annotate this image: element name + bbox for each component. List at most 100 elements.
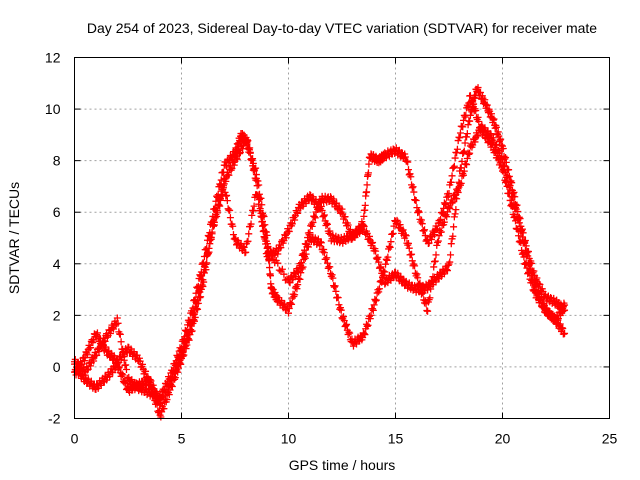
- data-point: [185, 328, 193, 336]
- data-point: [434, 238, 442, 246]
- data-point: [255, 200, 263, 208]
- data-point: [152, 388, 160, 396]
- data-point: [435, 232, 443, 240]
- data-point: [318, 207, 326, 215]
- data-point: [331, 282, 339, 290]
- data-point: [294, 269, 302, 277]
- data-point: [514, 225, 522, 233]
- data-point: [429, 273, 437, 281]
- data-point: [252, 164, 260, 172]
- data-point: [247, 155, 255, 163]
- y-tick-label: -2: [48, 411, 61, 427]
- data-point: [173, 362, 181, 370]
- data-point: [361, 201, 369, 209]
- data-point: [147, 377, 155, 385]
- data-point: [404, 166, 412, 174]
- data-point: [285, 227, 293, 235]
- data-point: [249, 155, 257, 163]
- data-point: [342, 322, 350, 330]
- data-point: [236, 150, 244, 158]
- data-point: [471, 138, 479, 146]
- data-point: [229, 231, 237, 239]
- data-point: [520, 253, 528, 261]
- data-point: [474, 113, 482, 121]
- data-point: [446, 258, 454, 266]
- data-point: [403, 157, 411, 165]
- data-point: [466, 92, 474, 100]
- data-point: [427, 285, 435, 293]
- data-point: [291, 216, 299, 224]
- data-point: [466, 149, 474, 157]
- data-point: [401, 153, 409, 161]
- data-point: [405, 244, 413, 252]
- data-point: [379, 273, 387, 281]
- data-point: [205, 244, 213, 252]
- data-point: [298, 199, 306, 207]
- data-point: [404, 158, 412, 166]
- data-point: [411, 262, 419, 270]
- data-point: [363, 188, 371, 196]
- data-point: [345, 328, 353, 336]
- data-point: [489, 134, 497, 142]
- data-point: [561, 301, 569, 309]
- data-point: [440, 270, 448, 278]
- y-tick-label: 6: [53, 204, 61, 220]
- data-point: [421, 226, 429, 234]
- data-point: [120, 353, 128, 361]
- data-point: [266, 264, 274, 272]
- data-point: [434, 225, 442, 233]
- data-point: [505, 189, 513, 197]
- data-point: [285, 309, 292, 317]
- data-point: [157, 413, 165, 421]
- data-point: [424, 307, 432, 315]
- data-point: [372, 297, 380, 305]
- data-point: [447, 251, 455, 259]
- data-point: [329, 274, 337, 282]
- data-point: [466, 117, 474, 125]
- data-point: [515, 238, 523, 246]
- data-point: [525, 268, 533, 276]
- data-point: [222, 192, 230, 200]
- data-point: [445, 204, 453, 212]
- data-point: [368, 239, 376, 247]
- data-point: [459, 123, 467, 131]
- data-point: [326, 263, 334, 271]
- data-point: [526, 275, 534, 283]
- data-point: [542, 304, 550, 312]
- data-point: [311, 214, 319, 222]
- data-point: [161, 388, 169, 396]
- data-point: [294, 267, 302, 275]
- data-point: [293, 285, 301, 293]
- data-point: [113, 314, 121, 322]
- data-point: [402, 232, 410, 240]
- y-axis-label: SDTVAR / TECUs: [6, 182, 22, 294]
- data-point: [210, 221, 218, 229]
- data-point: [106, 373, 114, 381]
- data-point: [451, 210, 459, 218]
- data-point: [250, 165, 258, 173]
- data-point: [443, 266, 451, 274]
- data-point: [153, 400, 161, 408]
- data-point: [440, 199, 448, 207]
- data-point: [139, 360, 147, 368]
- data-point: [334, 294, 342, 302]
- data-point: [476, 124, 484, 132]
- data-point: [509, 192, 517, 200]
- data-point: [250, 202, 258, 210]
- data-point: [328, 271, 336, 279]
- data-point: [338, 205, 346, 213]
- data-point: [517, 239, 525, 247]
- data-point: [177, 353, 185, 361]
- data-point: [303, 240, 311, 248]
- data-point: [398, 149, 406, 157]
- data-point: [213, 212, 221, 220]
- data-point: [496, 159, 504, 167]
- data-point: [197, 283, 205, 291]
- data-point: [309, 218, 317, 226]
- data-point: [330, 195, 338, 203]
- data-point: [126, 349, 134, 357]
- data-point: [171, 370, 179, 378]
- data-point: [533, 274, 541, 282]
- data-point: [461, 113, 469, 121]
- data-point: [109, 324, 117, 332]
